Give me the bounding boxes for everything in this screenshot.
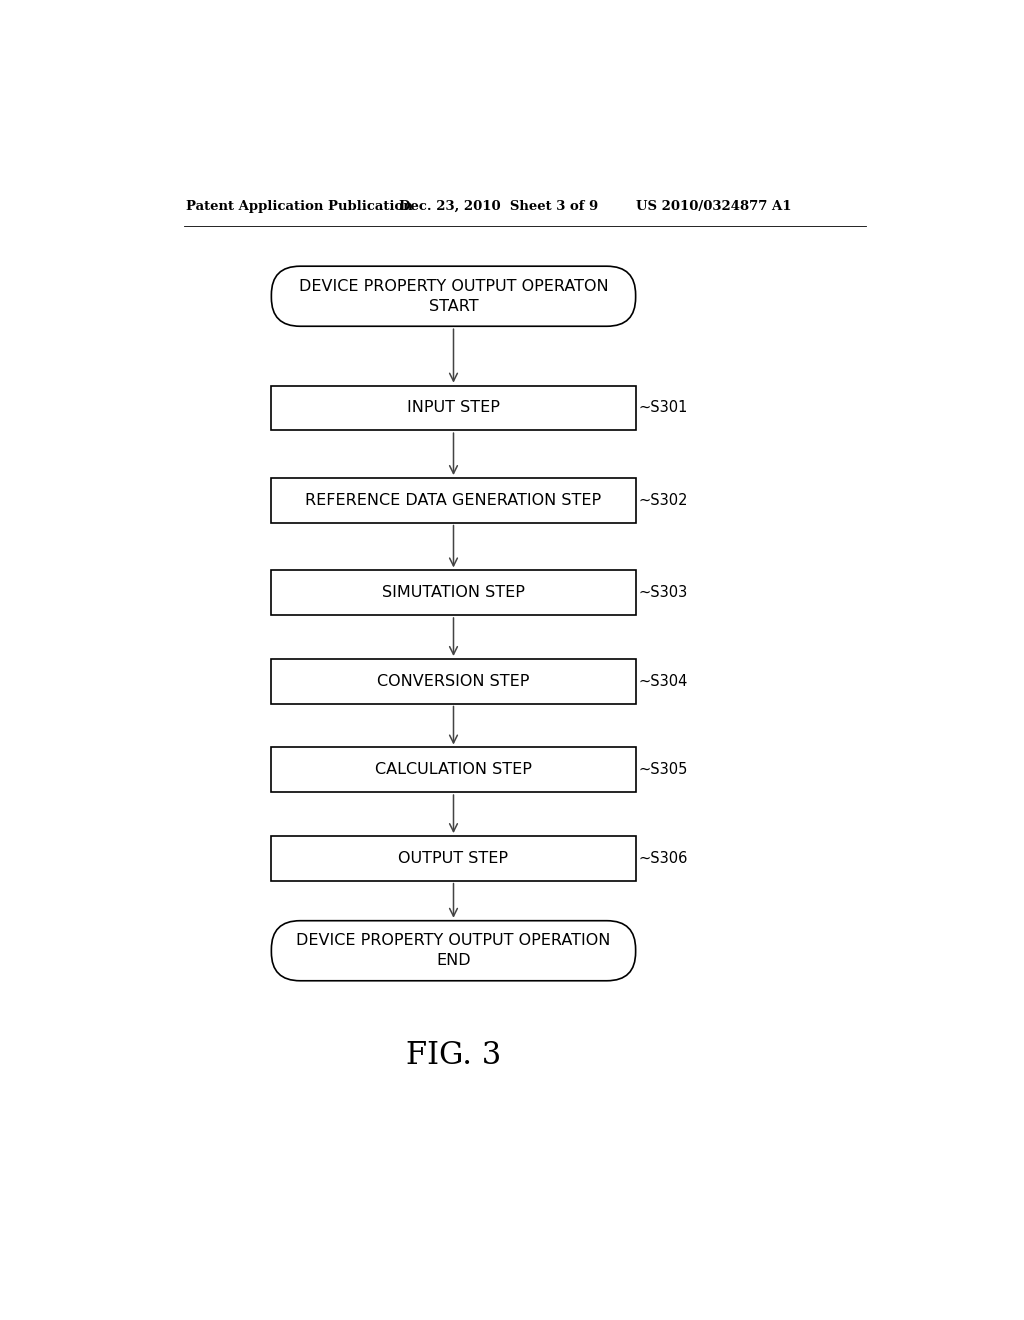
Text: US 2010/0324877 A1: US 2010/0324877 A1	[636, 199, 792, 213]
Text: ~S306: ~S306	[639, 851, 688, 866]
Bar	[271, 478, 636, 523]
Text: CONVERSION STEP: CONVERSION STEP	[377, 673, 529, 689]
FancyBboxPatch shape	[271, 267, 636, 326]
Bar	[271, 836, 636, 880]
Text: ~S303: ~S303	[639, 585, 688, 601]
Text: DEVICE PROPERTY OUTPUT OPERATON
START: DEVICE PROPERTY OUTPUT OPERATON START	[299, 279, 608, 314]
Text: ~S304: ~S304	[639, 673, 688, 689]
Text: Patent Application Publication: Patent Application Publication	[186, 199, 413, 213]
Text: SIMUTATION STEP: SIMUTATION STEP	[382, 585, 525, 601]
Text: Dec. 23, 2010  Sheet 3 of 9: Dec. 23, 2010 Sheet 3 of 9	[399, 199, 598, 213]
Text: REFERENCE DATA GENERATION STEP: REFERENCE DATA GENERATION STEP	[305, 492, 601, 508]
FancyBboxPatch shape	[271, 921, 636, 981]
Bar	[271, 570, 636, 615]
Text: FIG. 3: FIG. 3	[406, 1040, 501, 1071]
Text: CALCULATION STEP: CALCULATION STEP	[375, 762, 531, 777]
Text: ~S305: ~S305	[639, 762, 688, 777]
Text: ~S302: ~S302	[639, 492, 688, 508]
Bar	[271, 385, 636, 430]
Bar	[271, 747, 636, 792]
Text: DEVICE PROPERTY OUTPUT OPERATION
END: DEVICE PROPERTY OUTPUT OPERATION END	[296, 933, 610, 968]
Text: INPUT STEP: INPUT STEP	[408, 400, 500, 416]
Bar	[271, 659, 636, 704]
Text: ~S301: ~S301	[639, 400, 688, 416]
Text: OUTPUT STEP: OUTPUT STEP	[398, 851, 509, 866]
